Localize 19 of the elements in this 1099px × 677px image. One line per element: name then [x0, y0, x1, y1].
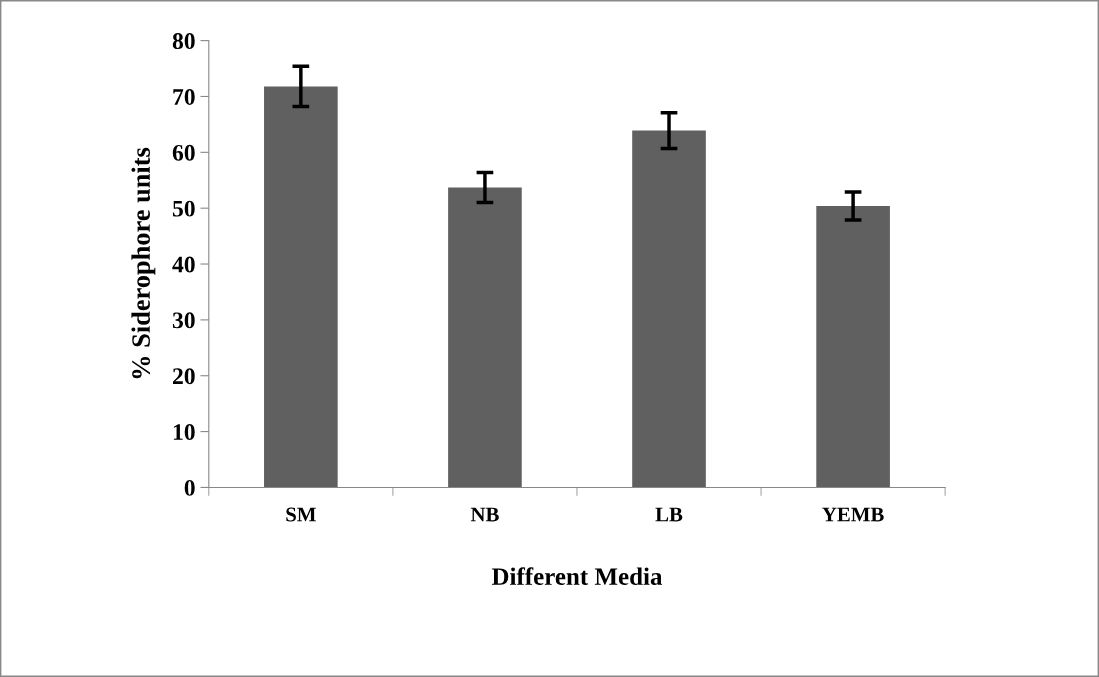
bar	[448, 187, 522, 488]
y-tick-label: 70	[173, 88, 195, 105]
y-tick-label: 50	[172, 200, 195, 217]
bar	[816, 205, 890, 488]
y-tick-label: 30	[172, 312, 195, 329]
x-axis-title: Different Media	[491, 567, 663, 586]
y-axis-title: % Siderophore units	[131, 147, 156, 379]
x-tick-label: SM	[286, 507, 316, 522]
y-tick-label: 40	[172, 256, 195, 273]
y-tick-label: 60	[172, 144, 195, 161]
y-tick-label: 0	[184, 479, 195, 496]
y-tick-label: 80	[172, 33, 195, 50]
x-tick-label: YEMB	[822, 507, 884, 522]
y-tick-label: 10	[173, 424, 195, 441]
y-tick-label: 20	[173, 368, 195, 385]
bar	[264, 86, 338, 488]
x-tick-label: NB	[470, 507, 499, 522]
x-tick-label: LB	[655, 507, 683, 522]
bar	[632, 130, 706, 488]
